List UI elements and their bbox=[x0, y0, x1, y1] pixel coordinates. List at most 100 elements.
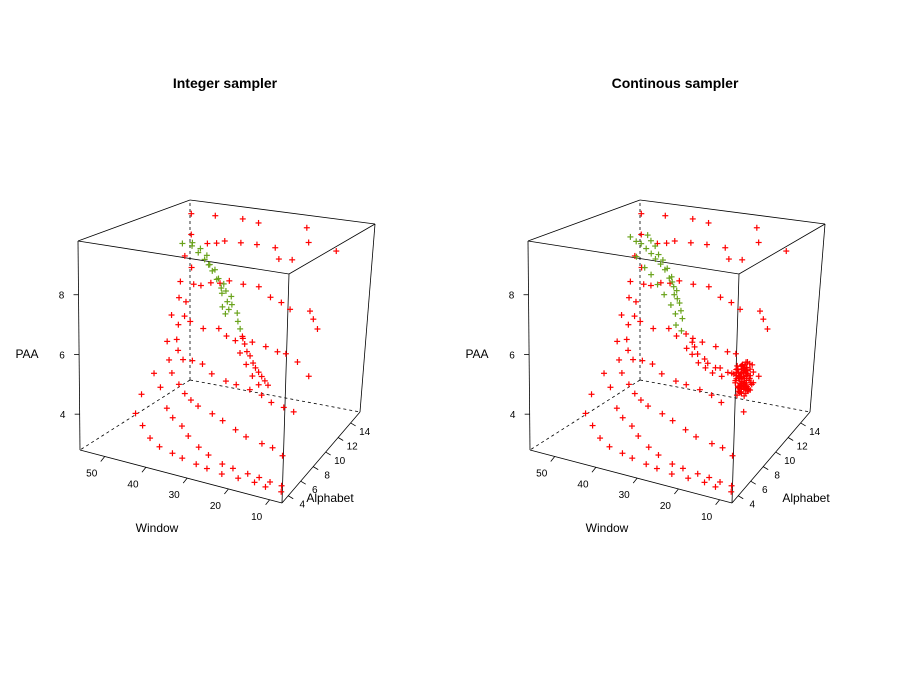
point-high bbox=[639, 357, 646, 364]
y-tick-label: 12 bbox=[797, 441, 809, 452]
point-high bbox=[627, 278, 634, 285]
point-high bbox=[683, 345, 690, 352]
point-high bbox=[703, 241, 710, 248]
point-high bbox=[139, 422, 146, 429]
point-low bbox=[228, 301, 235, 308]
point-high bbox=[694, 470, 701, 477]
point-high bbox=[251, 479, 258, 486]
point-high bbox=[237, 349, 244, 356]
point-high bbox=[199, 361, 206, 368]
point-low bbox=[652, 243, 659, 250]
point-high bbox=[243, 361, 250, 368]
y-tick-label: 8 bbox=[774, 471, 780, 482]
point-high bbox=[218, 471, 225, 478]
cluster-point bbox=[746, 375, 753, 382]
point-high bbox=[589, 422, 596, 429]
y-tick bbox=[775, 451, 781, 456]
point-high bbox=[268, 399, 275, 406]
y-tick bbox=[350, 422, 356, 427]
point-high bbox=[740, 408, 747, 415]
point-low bbox=[670, 283, 677, 290]
x-tick bbox=[224, 488, 229, 495]
point-high bbox=[181, 390, 188, 397]
point-low bbox=[195, 249, 202, 256]
point-low bbox=[211, 266, 218, 273]
y-tick-label: 6 bbox=[762, 485, 768, 496]
point-high bbox=[205, 452, 212, 459]
point-high bbox=[607, 384, 614, 391]
point-high bbox=[728, 488, 735, 495]
point-high bbox=[662, 212, 669, 219]
x-tick-label: 40 bbox=[577, 479, 589, 490]
point-high bbox=[665, 325, 672, 332]
point-high bbox=[262, 483, 269, 490]
box-edge bbox=[281, 273, 290, 504]
point-high bbox=[188, 231, 195, 238]
point-low bbox=[201, 256, 208, 263]
plot-box bbox=[527, 199, 826, 504]
point-high bbox=[237, 239, 244, 246]
cluster-point bbox=[745, 387, 752, 394]
point-low bbox=[659, 257, 666, 264]
cluster-point bbox=[732, 377, 739, 384]
cluster-point bbox=[730, 371, 737, 378]
point-high bbox=[689, 215, 696, 222]
point-high bbox=[705, 283, 712, 290]
point-high bbox=[658, 370, 665, 377]
point-high bbox=[163, 405, 170, 412]
point-high bbox=[669, 461, 676, 468]
point-high bbox=[333, 248, 340, 255]
point-high bbox=[151, 370, 158, 377]
box-edge bbox=[77, 199, 191, 242]
point-high bbox=[689, 335, 696, 342]
point-low bbox=[225, 306, 232, 313]
point-high bbox=[219, 461, 226, 468]
box-edge bbox=[288, 223, 376, 275]
point-low bbox=[679, 315, 686, 322]
point-low bbox=[633, 253, 640, 260]
point-high bbox=[255, 369, 262, 376]
point-high bbox=[178, 423, 185, 430]
point-low bbox=[627, 233, 634, 240]
box-edge bbox=[77, 240, 81, 451]
point-high bbox=[272, 244, 279, 251]
point-high bbox=[310, 316, 317, 323]
cluster-point bbox=[739, 361, 746, 368]
point-high bbox=[190, 281, 197, 288]
cluster-point bbox=[735, 370, 742, 377]
y-tick-label: 6 bbox=[312, 485, 318, 496]
x-tick-label: 50 bbox=[86, 468, 98, 479]
point-high bbox=[695, 359, 702, 366]
point-high bbox=[739, 256, 746, 263]
point-high bbox=[278, 482, 285, 489]
point-high bbox=[278, 299, 285, 306]
box-edge bbox=[809, 223, 826, 413]
point-high bbox=[258, 440, 265, 447]
z-tick-label: 6 bbox=[509, 350, 515, 361]
point-high bbox=[672, 378, 679, 385]
point-high bbox=[279, 452, 286, 459]
box-edge bbox=[527, 240, 531, 451]
point-high bbox=[212, 212, 219, 219]
point-high bbox=[249, 339, 256, 346]
point-high bbox=[256, 474, 263, 481]
point-high bbox=[179, 455, 186, 462]
point-high bbox=[619, 450, 626, 457]
point-high bbox=[630, 356, 637, 363]
y-tick bbox=[288, 495, 294, 500]
point-high bbox=[691, 343, 698, 350]
box-edge bbox=[77, 240, 290, 275]
point-high bbox=[708, 440, 715, 447]
y-tick-label: 4 bbox=[299, 500, 305, 511]
point-high bbox=[687, 239, 694, 246]
point-high bbox=[168, 312, 175, 319]
x-tick bbox=[182, 477, 188, 484]
point-low bbox=[678, 327, 685, 334]
point-low bbox=[179, 240, 186, 247]
x-tick-label: 30 bbox=[619, 490, 631, 501]
point-low bbox=[674, 295, 681, 302]
point-high bbox=[182, 298, 189, 305]
point-low bbox=[638, 240, 645, 247]
cluster-point bbox=[733, 392, 740, 399]
